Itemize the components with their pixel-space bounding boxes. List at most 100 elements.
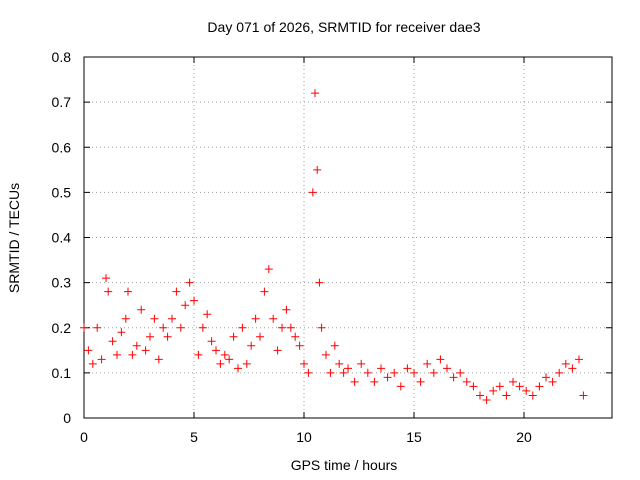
data-point — [176, 323, 185, 332]
data-point — [132, 341, 141, 350]
data-point — [203, 310, 212, 319]
y-tick-label: 0.4 — [52, 230, 72, 246]
data-point — [469, 382, 478, 391]
data-point — [141, 346, 150, 355]
data-point — [502, 391, 511, 400]
data-point — [449, 373, 458, 382]
data-point — [229, 332, 238, 341]
data-point — [396, 382, 405, 391]
data-point — [172, 287, 181, 296]
x-axis-title: GPS time / hours — [291, 457, 398, 473]
y-tick-label: 0 — [63, 410, 71, 426]
data-point — [377, 364, 385, 373]
data-point — [88, 359, 97, 368]
data-point — [185, 278, 194, 287]
data-point — [436, 355, 445, 364]
data-point — [247, 341, 256, 350]
data-point — [102, 274, 110, 283]
data-point — [522, 386, 531, 395]
data-point — [216, 359, 225, 368]
data-point — [495, 382, 504, 391]
data-point — [163, 332, 172, 341]
data-point — [108, 337, 117, 346]
data-point — [300, 359, 308, 368]
data-point — [322, 350, 330, 359]
data-point — [242, 359, 251, 368]
data-point — [423, 359, 432, 368]
data-point — [311, 89, 319, 98]
data-point — [509, 377, 517, 386]
data-point — [403, 364, 412, 373]
data-point — [104, 287, 113, 296]
data-point — [220, 350, 229, 359]
data-point — [146, 332, 154, 341]
data-point — [251, 314, 260, 323]
data-point — [416, 377, 425, 386]
data-point — [97, 355, 106, 364]
axes — [83, 56, 613, 419]
data-point — [137, 305, 146, 314]
data-point — [579, 391, 588, 400]
data-point — [308, 188, 317, 197]
data-point — [278, 323, 286, 332]
y-tick-label: 0.6 — [52, 139, 72, 155]
data-point — [225, 355, 234, 364]
data-point — [304, 368, 313, 377]
data-point — [390, 368, 399, 377]
data-point — [350, 377, 359, 386]
data-point — [339, 368, 348, 377]
data-point — [489, 386, 498, 395]
data-point — [190, 296, 198, 305]
data-point — [363, 368, 372, 377]
data-point — [482, 395, 491, 404]
data-point — [113, 350, 121, 359]
x-tick-label: 0 — [80, 429, 88, 445]
data-point — [315, 278, 324, 287]
data-point — [207, 337, 216, 346]
x-tick-label: 10 — [296, 429, 312, 445]
data-point — [282, 305, 291, 314]
data-point — [159, 323, 168, 332]
y-tick-label: 0.7 — [52, 94, 72, 110]
data-point — [124, 287, 132, 296]
x-tick-label: 5 — [190, 429, 198, 445]
data-point — [269, 314, 278, 323]
data-point — [410, 368, 418, 377]
data-point — [555, 368, 564, 377]
data-point — [429, 368, 438, 377]
y-tick-label: 0.8 — [52, 49, 72, 65]
tick-labels: 0 5 10 15 20 0 0.1 0.2 0.3 0.4 0.5 0.6 0.7 0.8 — [52, 49, 532, 445]
x-tick-label: 20 — [516, 429, 532, 445]
data-point — [528, 391, 537, 400]
data-point — [476, 391, 484, 400]
data-point — [535, 382, 544, 391]
data-point — [234, 364, 242, 373]
data-point — [575, 355, 583, 364]
data-point — [117, 328, 126, 337]
data-point — [260, 287, 269, 296]
grid-lines — [84, 57, 612, 418]
data-point — [515, 382, 524, 391]
data-point — [93, 323, 102, 332]
data-point — [330, 341, 339, 350]
data-point — [568, 364, 577, 373]
data-point — [344, 364, 352, 373]
data-point — [194, 350, 203, 359]
chart-title: Day 071 of 2026, SRMTID for receiver dae… — [207, 19, 480, 35]
y-tick-label: 0.2 — [52, 320, 72, 336]
data-point — [212, 346, 220, 355]
data-point — [168, 314, 176, 323]
data-point — [80, 323, 88, 332]
data-point — [326, 368, 335, 377]
data-point — [121, 314, 130, 323]
data-point — [383, 373, 392, 382]
data-points — [80, 89, 588, 404]
y-tick-label: 0.5 — [52, 184, 72, 200]
data-point — [335, 359, 344, 368]
data-point — [286, 323, 295, 332]
data-point — [256, 332, 264, 341]
data-point — [84, 346, 93, 355]
y-axis-title: SRMTID / TECUs — [6, 183, 22, 293]
data-point — [462, 377, 471, 386]
